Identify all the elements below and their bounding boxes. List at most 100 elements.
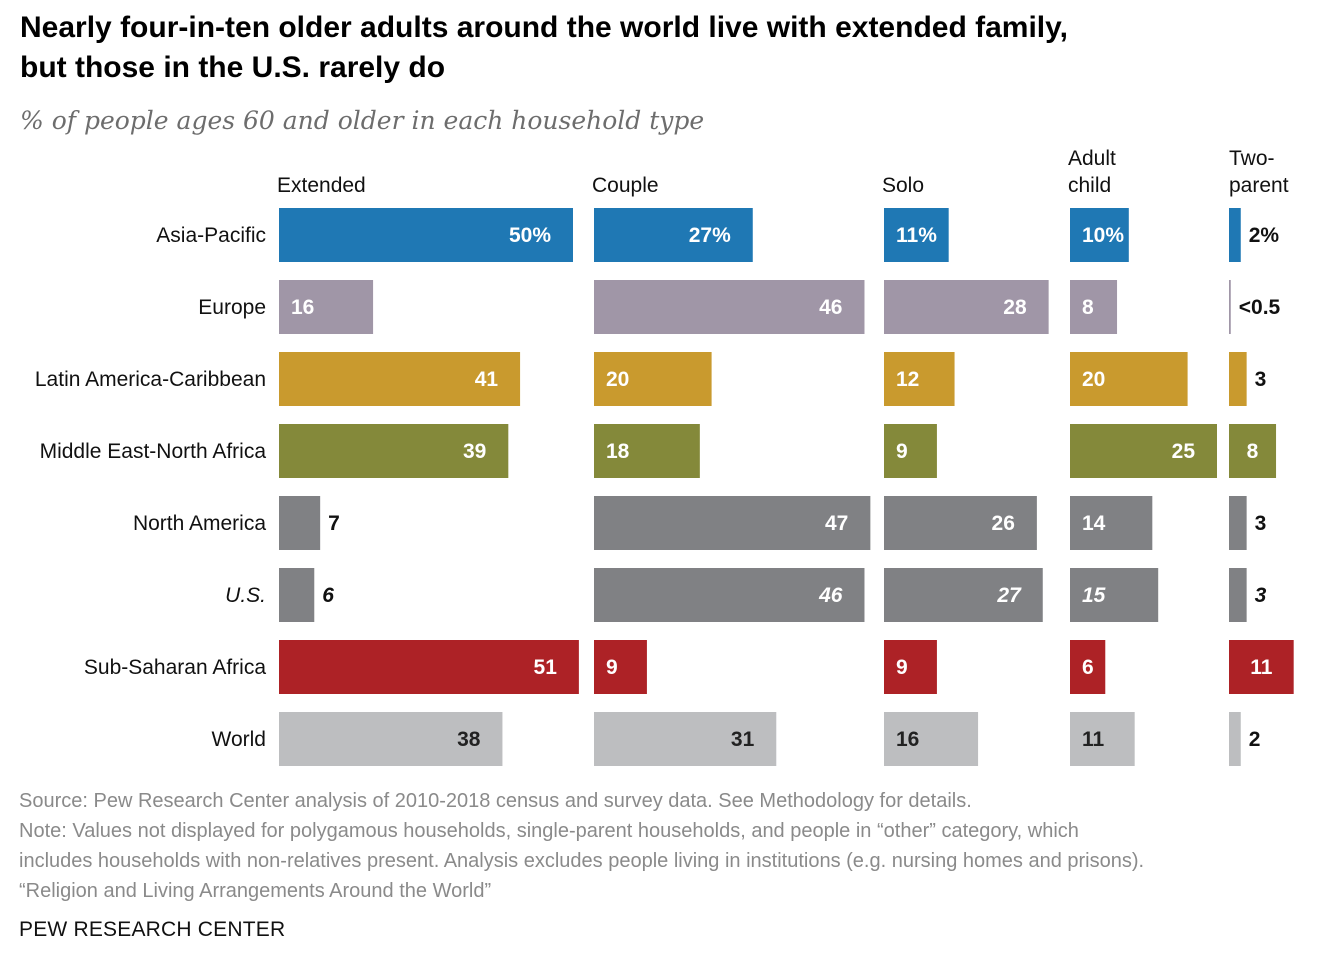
bar-couple-europe <box>594 280 865 334</box>
data-label-solo-u-s: 27 <box>996 584 1022 607</box>
data-label-extended-asia-pacific: 50% <box>509 224 551 247</box>
bar-two-parent-u-s <box>1229 568 1247 622</box>
bar-solo-europe <box>884 280 1049 334</box>
chart-title-line-1: Nearly four-in-ten older adults around t… <box>20 11 1068 44</box>
bar-adult-child-latin-america-caribbean <box>1070 352 1188 406</box>
bar-adult-child-sub-saharan-africa <box>1070 640 1106 694</box>
bar-extended-u-s <box>279 568 315 622</box>
bar-solo-u-s <box>884 568 1043 622</box>
row-label-asia-pacific: Asia-Pacific <box>156 224 266 247</box>
column-header-two-parent: Two- <box>1229 147 1275 170</box>
data-label-adult-child-europe: 8 <box>1082 296 1094 319</box>
column-header-adult-child: child <box>1068 174 1111 197</box>
pew-research-center-logo: PEW RESEARCH CENTER <box>19 918 286 941</box>
bar-extended-sub-saharan-africa <box>279 640 579 694</box>
bar-two-parent-north-america <box>1229 496 1247 550</box>
chart-title-line-2: but those in the U.S. rarely do <box>20 51 446 84</box>
bar-adult-child-asia-pacific <box>1070 208 1129 262</box>
data-label-extended-middle-east-north-africa: 39 <box>463 440 486 463</box>
data-label-couple-sub-saharan-africa: 9 <box>606 656 618 679</box>
bar-solo-asia-pacific <box>884 208 949 262</box>
bar-extended-europe <box>279 280 374 334</box>
bar-couple-north-america <box>594 496 871 550</box>
bar-two-parent-middle-east-north-africa <box>1229 424 1277 478</box>
data-label-couple-asia-pacific: 27% <box>689 224 731 247</box>
data-label-extended-north-america: 7 <box>328 512 340 535</box>
bar-two-parent-asia-pacific <box>1229 208 1241 262</box>
bar-couple-u-s <box>594 568 865 622</box>
bar-extended-asia-pacific <box>279 208 573 262</box>
row-label-world: World <box>212 728 266 751</box>
data-label-two-parent-sub-saharan-africa: 11 <box>1250 656 1273 679</box>
data-label-adult-child-sub-saharan-africa: 6 <box>1082 656 1094 679</box>
data-label-couple-middle-east-north-africa: 18 <box>606 440 630 463</box>
bar-two-parent-sub-saharan-africa <box>1229 640 1294 694</box>
column-header-extended: Extended <box>277 174 366 197</box>
data-label-two-parent-u-s: 3 <box>1255 584 1267 607</box>
bar-couple-latin-america-caribbean <box>594 352 712 406</box>
source-note: Source: Pew Research Center analysis of … <box>19 790 972 812</box>
bar-two-parent-europe <box>1229 280 1231 334</box>
data-label-adult-child-world: 11 <box>1082 728 1105 751</box>
bar-couple-world <box>594 712 777 766</box>
chart-title: Nearly four-in-ten older adults around t… <box>20 8 1310 88</box>
row-label-middle-east-north-africa: Middle East-North Africa <box>40 440 267 463</box>
data-label-adult-child-middle-east-north-africa: 25 <box>1172 440 1196 463</box>
row-label-europe: Europe <box>198 296 266 319</box>
row-label-sub-saharan-africa: Sub-Saharan Africa <box>84 656 266 679</box>
row-label-u-s: U.S. <box>225 584 266 607</box>
data-label-solo-europe: 28 <box>1003 296 1027 319</box>
data-label-extended-sub-saharan-africa: 51 <box>534 656 558 679</box>
data-label-adult-child-north-america: 14 <box>1082 512 1106 535</box>
bar-adult-child-north-america <box>1070 496 1153 550</box>
data-label-couple-europe: 46 <box>819 296 842 319</box>
column-header-two-parent: parent <box>1229 174 1289 197</box>
data-label-solo-world: 16 <box>896 728 919 751</box>
data-label-solo-sub-saharan-africa: 9 <box>896 656 908 679</box>
data-label-couple-world: 31 <box>731 728 755 751</box>
data-label-solo-north-america: 26 <box>992 512 1015 535</box>
bar-couple-sub-saharan-africa <box>594 640 647 694</box>
bar-extended-latin-america-caribbean <box>279 352 521 406</box>
data-label-two-parent-world: 2 <box>1249 728 1261 751</box>
data-label-two-parent-europe: <0.5 <box>1239 296 1281 319</box>
bar-adult-child-u-s <box>1070 568 1159 622</box>
column-header-solo: Solo <box>882 174 924 197</box>
bar-couple-asia-pacific <box>594 208 753 262</box>
data-label-two-parent-north-america: 3 <box>1255 512 1267 535</box>
bar-two-parent-latin-america-caribbean <box>1229 352 1247 406</box>
data-label-extended-world: 38 <box>457 728 481 751</box>
household-type-bar-chart: Extended Couple Solo Adult child Two-parent As… <box>35 147 1294 766</box>
data-label-couple-north-america: 47 <box>825 512 848 535</box>
data-label-extended-europe: 16 <box>291 296 314 319</box>
bar-solo-latin-america-caribbean <box>884 352 955 406</box>
bar-solo-middle-east-north-africa <box>884 424 937 478</box>
data-label-adult-child-u-s: 15 <box>1082 584 1106 607</box>
note-line-2: includes households with non-relatives p… <box>19 850 1145 872</box>
bar-adult-child-europe <box>1070 280 1118 334</box>
bar-extended-north-america <box>279 496 321 550</box>
report-title: “Religion and Living Arrangements Around… <box>19 880 492 902</box>
data-label-solo-middle-east-north-africa: 9 <box>896 440 908 463</box>
bar-solo-sub-saharan-africa <box>884 640 937 694</box>
data-label-two-parent-middle-east-north-africa: 8 <box>1247 440 1259 463</box>
bar-extended-world <box>279 712 503 766</box>
note-line-1: Note: Values not displayed for polygamou… <box>19 820 1079 842</box>
row-label-latin-america-caribbean: Latin America-Caribbean <box>35 368 266 391</box>
data-label-extended-u-s: 6 <box>322 584 334 607</box>
data-label-solo-asia-pacific: 11% <box>896 224 937 247</box>
data-label-two-parent-latin-america-caribbean: 3 <box>1255 368 1267 391</box>
bar-extended-middle-east-north-africa <box>279 424 509 478</box>
data-label-adult-child-latin-america-caribbean: 20 <box>1082 368 1105 391</box>
bar-solo-north-america <box>884 496 1037 550</box>
row-label-north-america: North America <box>133 512 266 535</box>
bar-solo-world <box>884 712 979 766</box>
data-label-couple-u-s: 46 <box>818 584 843 607</box>
bar-couple-middle-east-north-africa <box>594 424 700 478</box>
data-label-two-parent-asia-pacific: 2% <box>1249 224 1280 247</box>
column-header-couple: Couple <box>592 174 659 197</box>
data-label-solo-latin-america-caribbean: 12 <box>896 368 919 391</box>
data-label-couple-latin-america-caribbean: 20 <box>606 368 629 391</box>
chart-footer: Source: Pew Research Center analysis of … <box>19 786 1319 906</box>
bar-adult-child-world <box>1070 712 1135 766</box>
